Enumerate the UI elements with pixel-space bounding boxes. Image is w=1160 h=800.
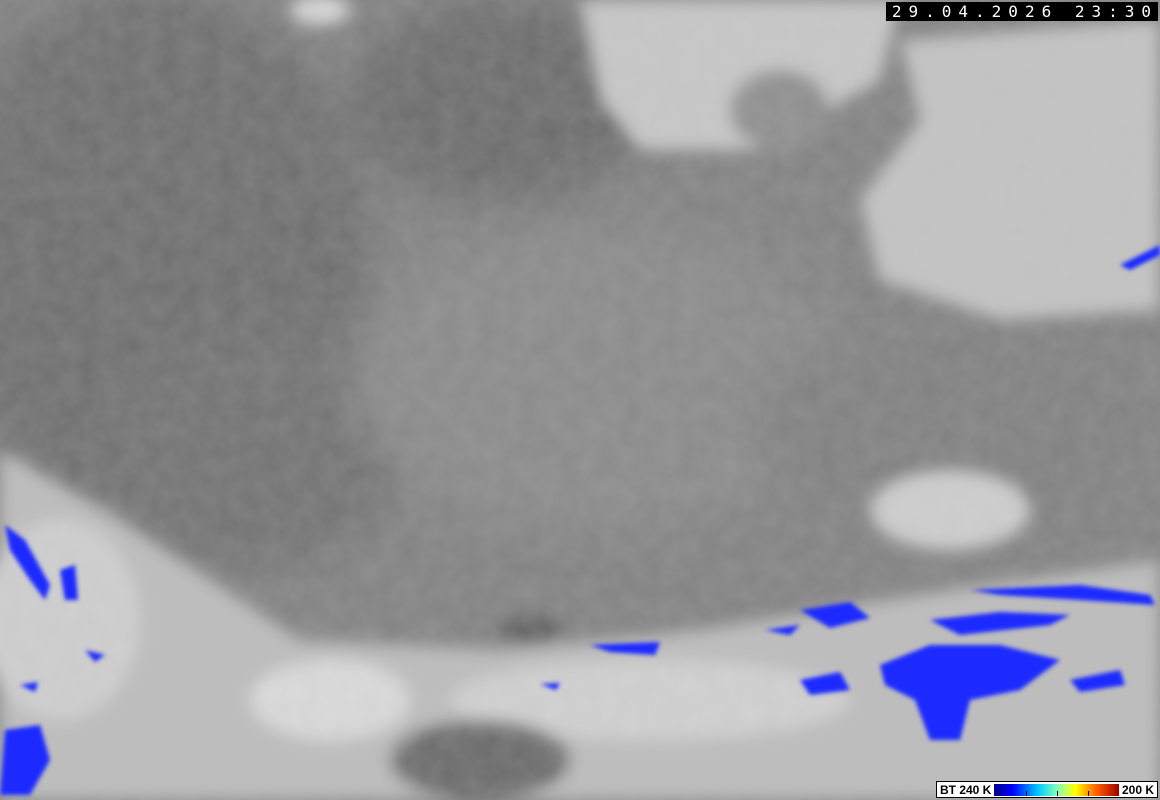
legend-tick [1056, 790, 1058, 796]
legend-tick [1087, 790, 1089, 796]
cold-cloud-tops [0, 245, 1160, 795]
legend-color-bar [994, 783, 1119, 796]
brightness-temperature-legend: BT 240 K 200 K [936, 781, 1158, 798]
legend-low-label: BT 240 K [940, 782, 992, 797]
legend-tick [1025, 790, 1027, 796]
timestamp: 29.04.2026 23:30 [885, 2, 1158, 21]
legend-high-label: 200 K [1121, 782, 1154, 797]
